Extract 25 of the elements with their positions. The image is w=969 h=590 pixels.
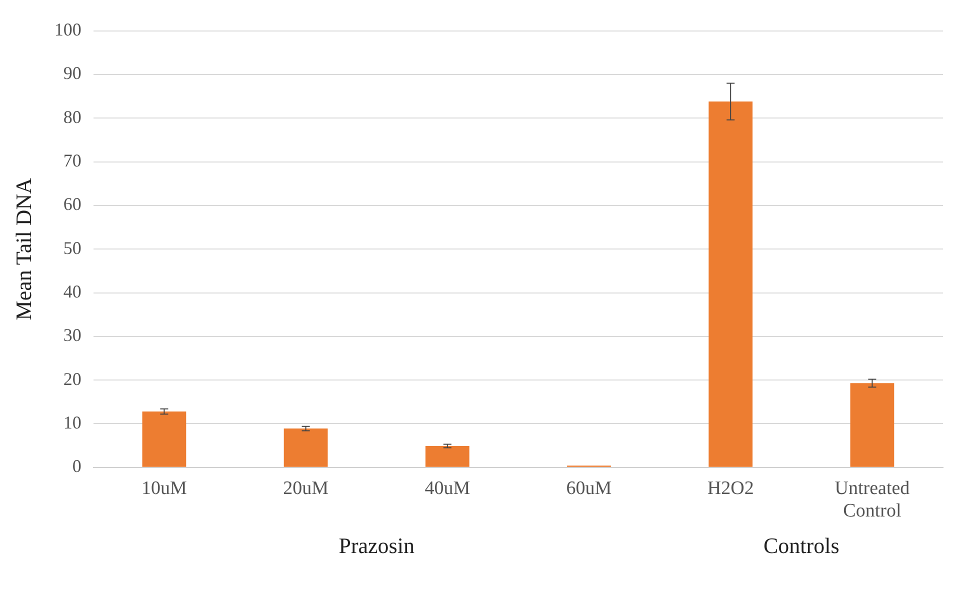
bar xyxy=(708,102,753,467)
text: Prazosin xyxy=(338,533,414,559)
y-tick-label: 40 xyxy=(63,281,82,302)
y-tick-label: 90 xyxy=(63,63,82,84)
y-tick-label: 100 xyxy=(54,20,82,40)
x-tick-label: 60uM xyxy=(566,478,612,499)
bar xyxy=(284,428,328,467)
y-tick-label: 80 xyxy=(63,106,82,127)
y-tick-label: 50 xyxy=(63,238,82,258)
bar xyxy=(850,383,894,467)
y-tick-label: 0 xyxy=(72,456,82,476)
y-tick-label: 10 xyxy=(63,412,82,432)
y-tick-label: 60 xyxy=(63,194,82,214)
x-tick-label: 10uM xyxy=(141,478,187,499)
y-tick-label: 20 xyxy=(63,368,82,389)
x-tick-label: Untreated Control xyxy=(834,478,910,522)
x-tick-label: H2O2 xyxy=(707,478,754,499)
y-axis-title: Mean Tail DNA xyxy=(10,178,36,320)
y-tick-label: 30 xyxy=(63,325,82,346)
text: Controls xyxy=(763,533,840,559)
bar xyxy=(142,412,186,467)
bar xyxy=(425,446,470,467)
x-tick-label: 20uM xyxy=(283,478,329,499)
x-tick-label: 40uM xyxy=(424,478,470,499)
y-tick-label: 70 xyxy=(63,150,82,171)
